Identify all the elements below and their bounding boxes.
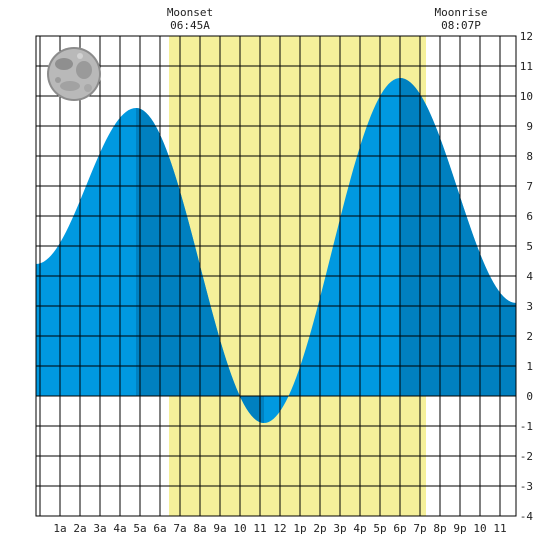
x-tick-label: 6a (153, 522, 166, 535)
y-tick-label: 5 (526, 240, 533, 253)
x-tick-label: 11 (253, 522, 266, 535)
y-tick-label: 8 (526, 150, 533, 163)
y-tick-label: 0 (526, 390, 533, 403)
x-tick-label: 1p (293, 522, 306, 535)
x-tick-label: 3a (93, 522, 106, 535)
chart-grid (35, 35, 517, 517)
y-tick-label: -3 (520, 480, 533, 493)
x-tick-label: 10 (473, 522, 486, 535)
moonset-label: Moonset (167, 6, 213, 19)
plot-border (35, 35, 517, 517)
x-tick-label: 4p (353, 522, 366, 535)
x-tick-label: 2a (73, 522, 86, 535)
moonrise-label: Moonrise (435, 6, 488, 19)
y-tick-label: 7 (526, 180, 533, 193)
y-tick-label: -2 (520, 450, 533, 463)
x-tick-label: 12 (273, 522, 286, 535)
y-tick-label: 4 (526, 270, 533, 283)
moonset-time: 06:45A (170, 19, 210, 32)
moonrise-time: 08:07P (441, 19, 481, 32)
y-tick-label: -1 (520, 420, 533, 433)
y-tick-label: 1 (526, 360, 533, 373)
x-tick-label: 2p (313, 522, 326, 535)
x-axis-labels: 1a 2a 3a 4a 5a 6a 7a 8a 9a 10 11 12 1p 2p 3p 4p 5p 6p 7p 8p… (53, 522, 506, 535)
y-tick-label: 11 (520, 60, 533, 73)
x-tick-label: 5a (133, 522, 146, 535)
tide-falling-band-1 (400, 78, 516, 396)
y-tick-label: 12 (520, 30, 533, 43)
x-tick-label: 3p (333, 522, 346, 535)
x-tick-label: 7a (173, 522, 186, 535)
y-tick-label: 3 (526, 300, 533, 313)
x-tick-label: 6p (393, 522, 406, 535)
x-tick-label: 10 (233, 522, 246, 535)
y-tick-label: 9 (526, 120, 533, 133)
x-tick-label: 9p (453, 522, 466, 535)
y-tick-label: -4 (520, 510, 534, 523)
x-tick-label: 5p (373, 522, 386, 535)
x-tick-label: 7p (413, 522, 426, 535)
y-tick-label: 10 (520, 90, 533, 103)
x-tick-label: 1a (53, 522, 66, 535)
x-tick-label: 8a (193, 522, 206, 535)
y-tick-label: 2 (526, 330, 533, 343)
full-moon-icon (47, 47, 101, 101)
x-tick-label: 9a (213, 522, 226, 535)
x-tick-label: 11 (493, 522, 506, 535)
x-tick-label: 8p (433, 522, 446, 535)
y-tick-label: 6 (526, 210, 533, 223)
tide-area (36, 78, 516, 423)
x-tick-label: 4a (113, 522, 126, 535)
